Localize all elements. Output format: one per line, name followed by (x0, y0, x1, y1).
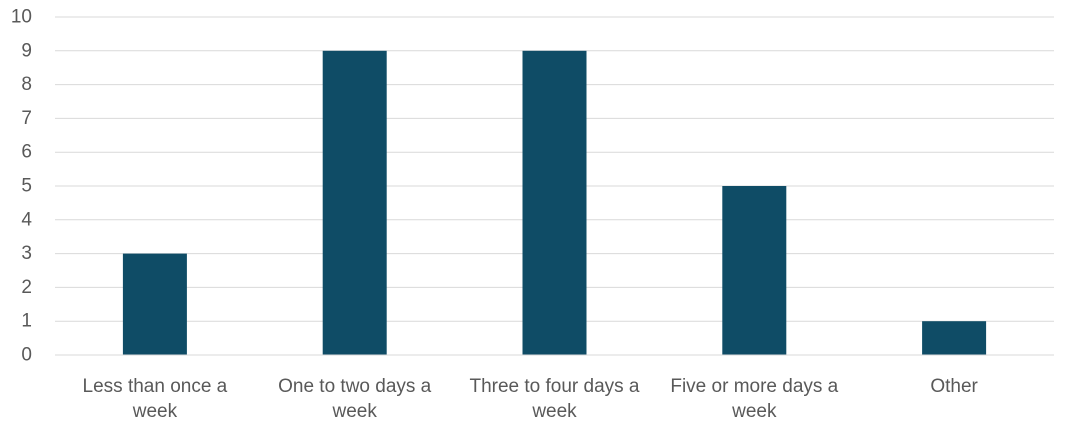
y-tick-label: 10 (11, 7, 32, 28)
y-tick-label: 5 (21, 176, 32, 197)
x-category-label: One to two days a week (278, 376, 432, 422)
y-tick-label: 9 (21, 40, 32, 61)
bars (122, 50, 987, 356)
x-category-label: Other (930, 376, 978, 397)
y-tick-label: 8 (21, 74, 32, 95)
y-tick-label: 6 (21, 142, 32, 163)
y-tick-label: 3 (21, 243, 32, 264)
y-tick-label: 7 (21, 108, 32, 129)
y-tick-label: 0 (21, 345, 32, 366)
x-category-label: Less than once a week (83, 376, 228, 422)
y-tick-label: 4 (21, 209, 32, 230)
bar-3 (522, 50, 587, 356)
bar-5 (922, 321, 987, 355)
x-axis-labels: Less than once a week One to two days a wee… (83, 376, 979, 422)
y-tick-label: 2 (21, 277, 32, 298)
bar-2 (322, 50, 387, 356)
y-tick-label: 1 (21, 311, 32, 332)
x-category-label: Five or more days a week (670, 376, 838, 422)
x-category-label: Three to four days a week (469, 376, 639, 422)
y-axis-ticks: 0 1 2 3 4 5 6 7 8 9 10 (11, 7, 33, 366)
bar-1 (122, 253, 187, 355)
bar-4 (722, 186, 787, 355)
